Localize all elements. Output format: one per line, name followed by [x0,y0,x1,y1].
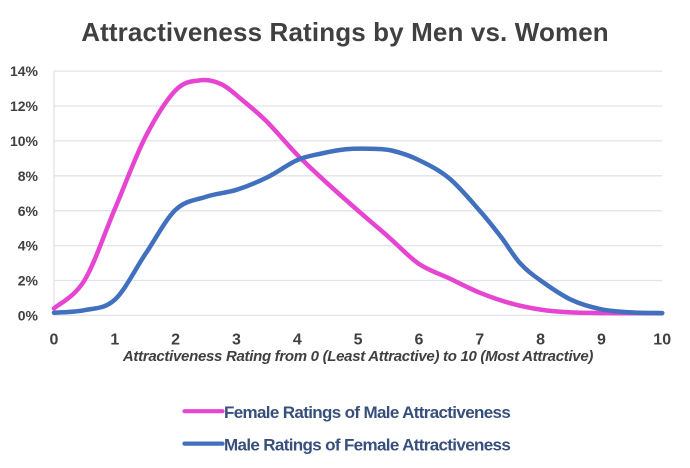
svg-text:8%: 8% [18,168,39,184]
svg-text:Male Ratings of Female Attract: Male Ratings of Female Attractiveness [224,435,510,454]
svg-text:6%: 6% [18,203,39,219]
svg-text:9: 9 [597,331,606,348]
svg-text:4%: 4% [18,238,39,254]
svg-text:Attractiveness Rating from 0 (: Attractiveness Rating from 0 (Least Attr… [122,348,594,365]
svg-text:1: 1 [110,331,119,348]
svg-text:0%: 0% [18,308,39,324]
svg-text:6: 6 [414,331,423,348]
svg-text:0: 0 [50,331,59,348]
svg-text:4: 4 [293,331,302,348]
svg-text:2: 2 [171,331,180,348]
svg-text:3: 3 [232,331,241,348]
svg-text:7: 7 [475,331,484,348]
svg-text:12%: 12% [10,98,39,114]
svg-text:10%: 10% [10,133,39,149]
svg-text:8: 8 [536,331,545,348]
svg-text:Attractiveness Ratings by Men: Attractiveness Ratings by Men vs. Women [81,17,609,47]
svg-text:14%: 14% [10,63,39,79]
svg-text:10: 10 [653,331,671,348]
svg-text:2%: 2% [18,273,39,289]
svg-text:5: 5 [354,331,363,348]
svg-text:Female Ratings of Male Attract: Female Ratings of Male Attractiveness [224,403,510,422]
